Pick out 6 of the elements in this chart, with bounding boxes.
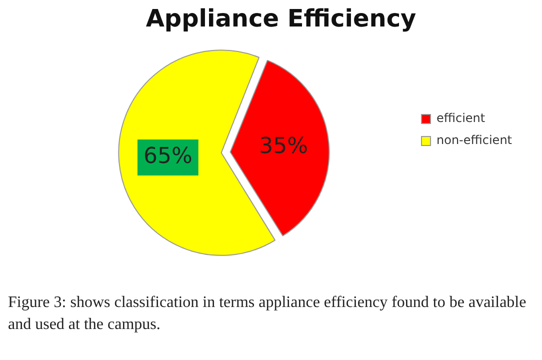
caption: Figure 3: shows classification in terms appliance efficiency found to be available and used at the campus.: [8, 293, 528, 335]
legend-label: non-efficient: [436, 133, 512, 148]
data-label: 65%: [143, 144, 192, 170]
data-label: 35%: [259, 134, 308, 160]
chart-title: Appliance Efficiency: [146, 4, 417, 33]
legend-label: efficient: [436, 111, 486, 126]
